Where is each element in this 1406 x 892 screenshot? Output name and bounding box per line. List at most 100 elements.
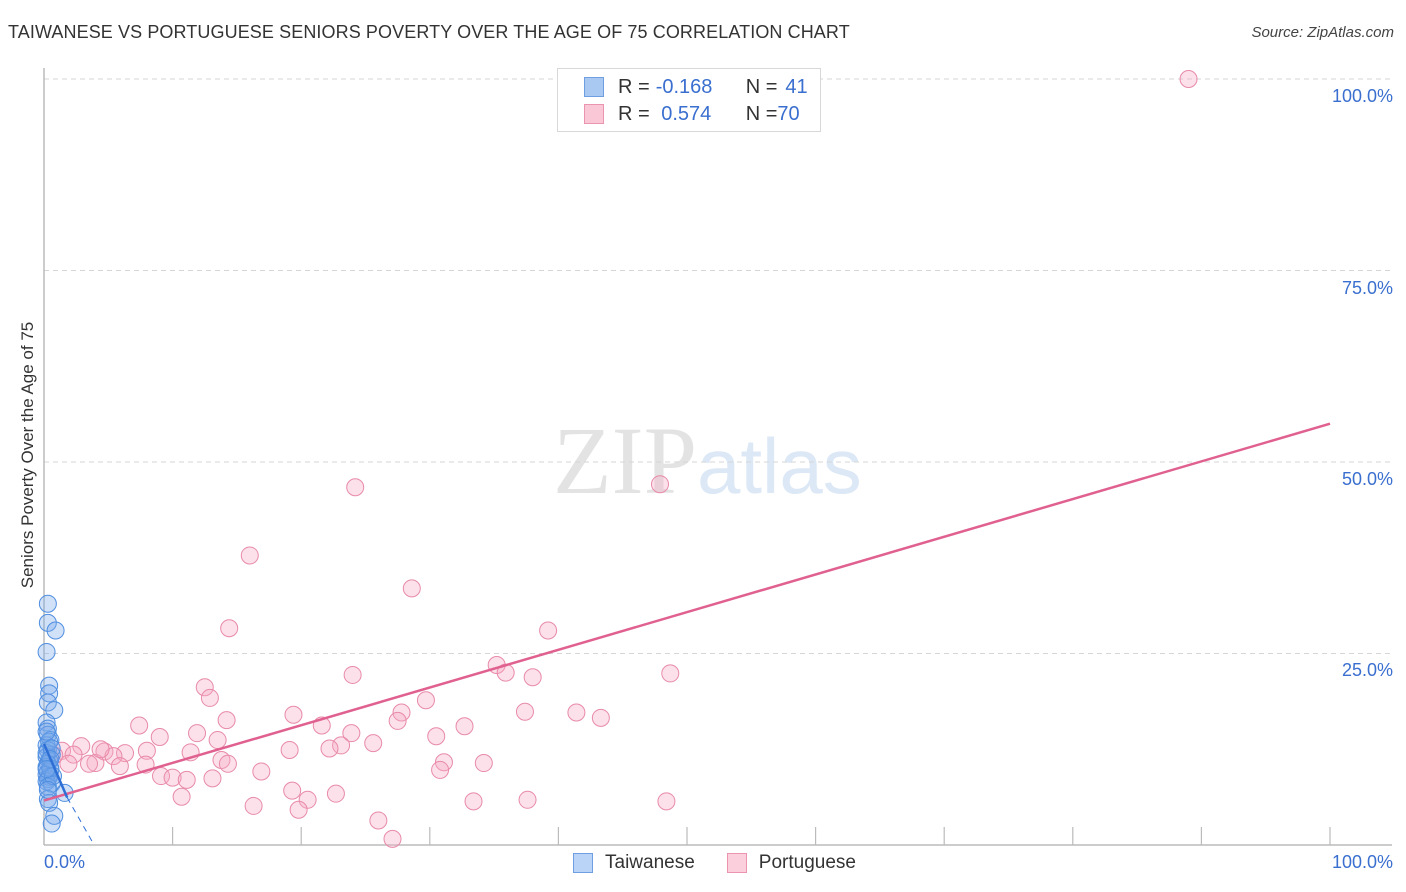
portuguese-point xyxy=(220,619,239,638)
legend-item-portuguese[interactable]: Portuguese xyxy=(726,852,856,874)
portuguese-point xyxy=(661,664,680,683)
taiwanese-point xyxy=(38,613,57,632)
portuguese-point xyxy=(64,745,83,764)
legend-label: Portuguese xyxy=(758,852,856,873)
portuguese-point xyxy=(59,754,78,773)
y-tick-25: 25.0% xyxy=(1341,660,1393,680)
portuguese-point xyxy=(86,754,105,773)
legend-item-taiwanese[interactable]: Taiwanese xyxy=(573,852,695,874)
portuguese-point xyxy=(244,796,263,815)
portuguese-point xyxy=(320,739,339,758)
taiwanese-swatch xyxy=(573,853,593,873)
n-label: N = xyxy=(745,75,778,98)
taiwanese-swatch xyxy=(584,77,604,97)
portuguese-point xyxy=(80,754,99,773)
r-label: R = xyxy=(618,102,650,125)
y-tick-50: 50.0% xyxy=(1341,469,1393,489)
x-tick-min: 0.0% xyxy=(44,852,86,872)
series-legend: Taiwanese Portuguese xyxy=(573,852,888,874)
r-label: R = xyxy=(618,75,650,98)
portuguese-point xyxy=(163,768,182,787)
portuguese-point xyxy=(203,769,222,788)
portuguese-point xyxy=(342,724,361,743)
portuguese-point xyxy=(200,688,219,707)
portuguese-point xyxy=(177,770,196,789)
portuguese-swatch xyxy=(726,853,747,873)
portuguese-point xyxy=(188,724,207,743)
taiwanese-point xyxy=(46,621,65,640)
portuguese-point xyxy=(343,665,362,684)
portuguese-swatch xyxy=(584,104,604,124)
chart-title: TAIWANESE VS PORTUGUESE SENIORS POVERTY … xyxy=(8,22,850,42)
portuguese-point xyxy=(474,754,493,773)
portuguese-trend-line xyxy=(43,422,1331,802)
watermark: ZIPatlas xyxy=(553,405,862,516)
portuguese-point xyxy=(392,703,411,722)
gridlines xyxy=(44,78,1392,654)
portuguese-point xyxy=(110,757,129,776)
portuguese-point xyxy=(218,754,237,773)
portuguese-point xyxy=(326,784,345,803)
portuguese-point xyxy=(518,790,537,809)
portuguese-point xyxy=(650,475,669,494)
taiwanese-point xyxy=(38,594,57,613)
portuguese-point xyxy=(289,800,308,819)
taiwanese-trend-extension xyxy=(66,797,95,846)
taiwanese-point xyxy=(38,780,57,799)
portuguese-points xyxy=(45,70,1198,848)
trend-lines xyxy=(42,422,1331,846)
portuguese-point xyxy=(240,546,259,565)
portuguese-point xyxy=(150,727,169,746)
portuguese-point xyxy=(539,621,558,640)
portuguese-point xyxy=(455,717,474,736)
portuguese-point xyxy=(280,741,299,760)
portuguese-point xyxy=(137,741,156,760)
portuguese-point xyxy=(195,678,214,697)
portuguese-point xyxy=(283,781,302,800)
portuguese-point xyxy=(567,703,586,722)
n-value: 70 xyxy=(777,102,800,125)
taiwanese-point xyxy=(38,693,57,712)
legend-row-taiwanese: R = -0.168 N = 41 xyxy=(584,75,808,99)
portuguese-point xyxy=(383,829,402,848)
portuguese-point xyxy=(515,702,534,721)
portuguese-point xyxy=(91,740,110,759)
taiwanese-point xyxy=(37,642,56,661)
taiwanese-point xyxy=(37,722,56,741)
r-value: -0.168 xyxy=(655,75,713,98)
portuguese-point xyxy=(427,727,446,746)
legend-label: Taiwanese xyxy=(605,852,695,873)
x-tick-max: 100.0% xyxy=(1331,852,1393,872)
r-value: 0.574 xyxy=(655,102,712,125)
n-label: N = xyxy=(745,102,778,125)
watermark-atlas: atlas xyxy=(697,422,862,510)
portuguese-point xyxy=(591,708,610,727)
legend-row-portuguese: R = 0.574 N = 70 xyxy=(584,102,800,126)
portuguese-point xyxy=(130,716,149,735)
portuguese-point xyxy=(284,705,303,724)
portuguese-point xyxy=(464,792,483,811)
portuguese-point xyxy=(172,787,191,806)
portuguese-point xyxy=(208,731,227,750)
taiwanese-trend-line xyxy=(42,743,69,799)
portuguese-point xyxy=(252,762,271,781)
correlation-legend: R = -0.168 N = 41 R = 0.574 N = 70 xyxy=(557,68,821,132)
portuguese-point xyxy=(346,478,365,497)
portuguese-point xyxy=(657,792,676,811)
y-tick-75: 75.0% xyxy=(1341,278,1393,298)
portuguese-point xyxy=(416,691,435,710)
source-credit: Source: ZipAtlas.com xyxy=(1251,24,1394,41)
y-tick-100: 100.0% xyxy=(1331,86,1393,106)
portuguese-point xyxy=(369,811,388,830)
portuguese-point xyxy=(332,736,351,755)
taiwanese-point xyxy=(40,684,59,703)
portuguese-point xyxy=(388,711,407,730)
portuguese-point xyxy=(523,668,542,687)
taiwanese-point xyxy=(42,814,61,833)
portuguese-point xyxy=(364,734,383,753)
axes xyxy=(43,68,1392,846)
portuguese-point xyxy=(1179,70,1198,88)
portuguese-point xyxy=(402,579,421,598)
portuguese-point xyxy=(431,760,450,779)
